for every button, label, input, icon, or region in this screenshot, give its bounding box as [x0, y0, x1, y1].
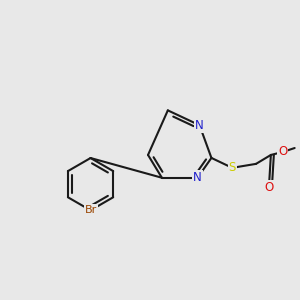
Text: S: S [229, 161, 236, 174]
Text: N: N [193, 171, 202, 184]
Text: O: O [264, 181, 274, 194]
Text: Br: Br [84, 205, 97, 215]
Text: O: O [278, 146, 287, 158]
Text: N: N [195, 119, 204, 132]
